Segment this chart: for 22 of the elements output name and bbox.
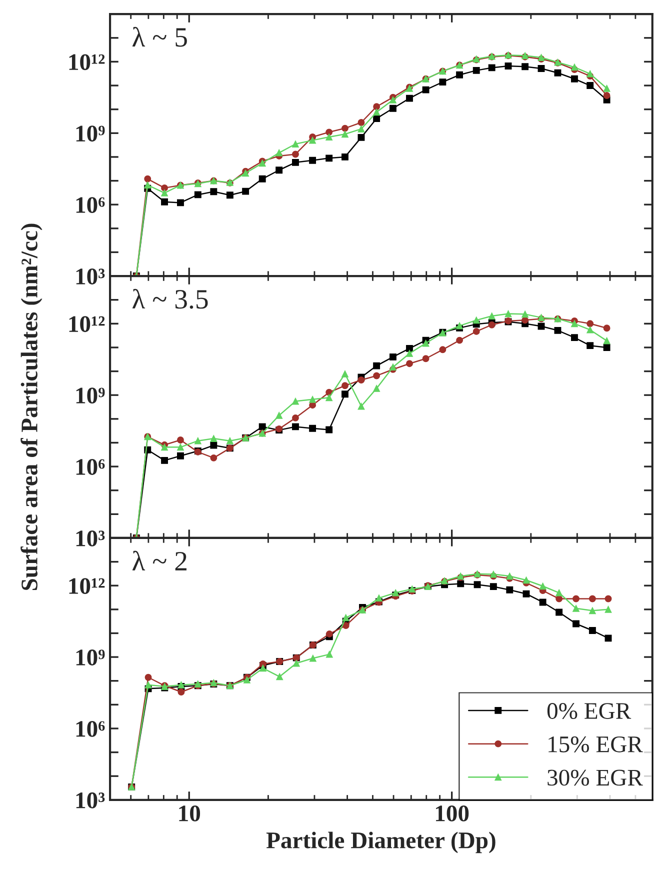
y-tick-label: 10¹² (69, 316, 105, 332)
y-axis-title: Surface area of Particulates (nm²/cc) (20, 224, 42, 590)
y-tick-label: 10³ (76, 268, 105, 284)
y-tick-label: 10¹² (69, 54, 105, 70)
legend-label: 15% EGR (548, 736, 643, 752)
y-tick-label: 10⁶ (76, 720, 105, 737)
x-axis-title: Particle Diameter (Dp) (266, 832, 496, 854)
legend-label: 0% EGR (547, 703, 632, 720)
x-tick-label: 10 (179, 805, 200, 822)
y-tick-label: 10³ (76, 792, 105, 808)
y-tick-label: 10⁹ (76, 388, 105, 404)
y-tick-label: 10⁶ (76, 197, 105, 214)
y-tick-label: 10⁹ (76, 650, 105, 666)
legend-label: 30% EGR (548, 770, 643, 786)
annotation: λ ~ 3.5 (132, 288, 208, 309)
y-tick-label: 10¹² (69, 578, 105, 594)
x-tick-label: 100 (436, 805, 469, 822)
y-tick-label: 10³ (76, 530, 105, 546)
annotation: λ ~ 5 (132, 26, 187, 47)
y-tick-label: 10⁹ (76, 126, 105, 142)
annotation: λ ~ 2 (132, 550, 186, 570)
y-tick-label: 10⁶ (76, 459, 105, 475)
